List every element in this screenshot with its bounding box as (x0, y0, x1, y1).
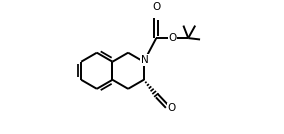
Text: O: O (168, 33, 176, 43)
Text: O: O (168, 103, 176, 113)
Text: O: O (152, 2, 160, 12)
Text: N: N (141, 55, 149, 65)
